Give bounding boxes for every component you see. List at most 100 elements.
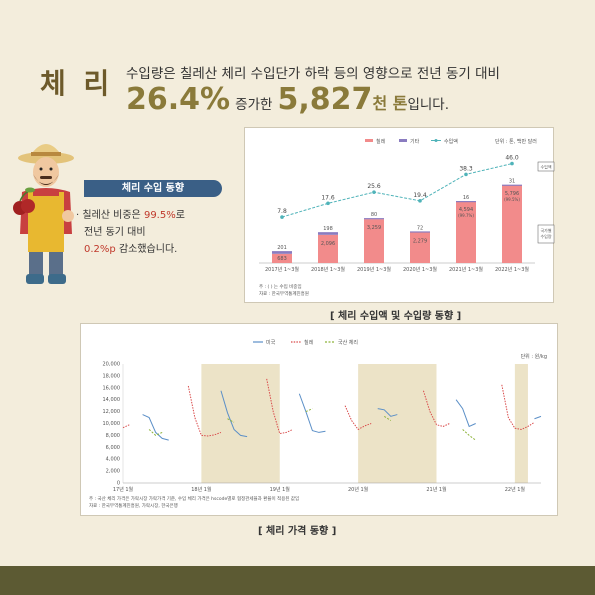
amount-value-label-0: 7.8 [277, 208, 287, 215]
share-label-4: (99.7%) [458, 213, 474, 218]
headline-line1: 수입량은 칠레산 체리 수입단가 하락 등의 영향으로 전년 동기 대비 [126, 66, 500, 82]
price-legend-label-1: 칠레 [304, 339, 314, 346]
series-1-segment-2 [266, 378, 294, 435]
series-0-segment-5 [534, 415, 542, 420]
y-tick-label-6: 12,000 [103, 409, 121, 415]
callout-note: · 칠레산 비중은 99.5%로 전년 동기 대비 0.2%p 감소했습니다. [76, 207, 185, 258]
y-tick-label-10: 20,000 [103, 362, 121, 368]
other-value-label-0: 201 [277, 245, 287, 251]
chile-value-label-5: 5,796 [505, 191, 519, 197]
import-chart-panel: 칠레 기타 수입액 단위 : 톤, 백만 달러 2017년 1~3월 683 201 2018… [244, 127, 555, 303]
series-2-segment-0 [148, 429, 163, 436]
series-0-segment-2 [298, 393, 326, 433]
price-legend-label-2: 국산 체리 [338, 339, 358, 346]
side-label-0: 수입액 [540, 164, 551, 170]
x-tick-label-4: 2021년 1~3월 [449, 266, 483, 273]
y-tick-label-8: 16,000 [103, 385, 121, 391]
x-tick-label-3: 2020년 1~3월 [403, 266, 437, 273]
legend-label-2: 수입액 [444, 138, 458, 145]
callout-badge: 체리 수입 동향 [84, 180, 222, 197]
y-tick-label-2: 4,000 [106, 457, 120, 463]
bar-other-1 [318, 232, 338, 235]
shaded-period-1 [358, 364, 437, 483]
amount-point-1 [326, 201, 330, 206]
amount-value-label-3: 19.4 [413, 192, 427, 199]
x-tick-label-0: 2017년 1~3월 [265, 266, 299, 273]
amount-value-label-5: 46.0 [505, 155, 519, 162]
side-label-1a: 국가별 [540, 227, 551, 233]
x-tick-label-4: 21년 1월 [426, 486, 447, 493]
y-tick-label-4: 8,000 [106, 433, 120, 439]
y-tick-label-9: 18,000 [103, 373, 121, 379]
x-tick-label-1: 2018년 1~3월 [311, 266, 345, 273]
series-2-segment-2 [305, 408, 313, 413]
legend-swatch-0 [365, 139, 373, 142]
series-2-segment-4 [462, 429, 476, 441]
shaded-period-0 [201, 364, 280, 483]
chile-value-label-0: 683 [277, 256, 287, 262]
series-0-segment-3 [377, 408, 398, 417]
note-0: 주 : ( ) 는 수입 비중임 [259, 283, 302, 290]
callout-line3-value: 0.2%p [84, 244, 116, 255]
price-note-1: 자료 : 한국무역통계진흥원, 가락시장, 한국은행 [89, 502, 178, 509]
chile-value-label-4: 4,594 [459, 207, 473, 213]
amount-point-5 [510, 161, 514, 166]
x-tick-label-5: 22년 1월 [505, 486, 526, 493]
price-legend-label-0: 미국 [266, 339, 276, 346]
chile-value-label-3: 2,279 [413, 238, 427, 244]
amount-value-label-2: 25.6 [367, 183, 381, 190]
bar-other-5 [502, 184, 522, 186]
series-1-segment-4 [422, 390, 450, 428]
unit-note: 단위 : 톤, 백만 달러 [495, 138, 537, 145]
share-label-5: (99.5%) [504, 197, 520, 202]
legend-label-1: 기타 [410, 138, 420, 145]
series-2-segment-1 [227, 418, 235, 423]
x-tick-label-1: 18년 1월 [191, 486, 212, 493]
note-1: 자료 : 한국무역통계진흥원 [259, 290, 309, 297]
headline-line2: 26.4% 증가한 5,827천 톤입니다. [126, 82, 449, 117]
page-title: 체 리 [40, 67, 114, 100]
series-1-segment-1 [187, 385, 222, 437]
headline-percent-suffix: 증가한 [235, 97, 273, 113]
callout-bullet: · [76, 210, 80, 221]
series-0-segment-0 [142, 414, 169, 441]
other-value-label-3: 72 [417, 225, 423, 231]
bar-other-0 [272, 251, 292, 254]
headline-percent: 26.4% [126, 82, 231, 117]
y-tick-label-7: 14,000 [103, 397, 121, 403]
y-tick-label-1: 2,000 [106, 469, 120, 475]
farmer-illustration [13, 144, 74, 284]
bar-chile-1 [318, 234, 338, 263]
side-label-box-0 [537, 161, 555, 172]
chile-value-label-1: 2,096 [321, 241, 335, 247]
side-label-box-1 [537, 224, 555, 244]
callout-line1-value: 99.5% [143, 210, 176, 221]
amount-value-label-1: 17.6 [321, 194, 335, 201]
legend-label-0: 칠레 [376, 138, 386, 145]
legend-marker-2 [434, 139, 438, 142]
callout-line3-suffix: 감소했습니다. [118, 244, 178, 255]
shaded-period-2 [514, 364, 528, 483]
series-0-segment-1 [220, 390, 248, 438]
headline-amount-unit: 천 톤 [372, 94, 408, 113]
chile-value-label-2: 3,259 [367, 225, 381, 231]
callout-line1: · 칠레산 비중은 99.5%로 [76, 207, 185, 224]
other-value-label-4: 16 [463, 195, 469, 201]
callout-line1-prefix: 칠레산 비중은 [82, 210, 141, 221]
headline-amount-suffix: 입니다. [407, 97, 450, 113]
series-1-segment-0 [122, 424, 130, 429]
price-chart-caption: [ 체리 가격 동향 ] [258, 526, 337, 537]
x-tick-label-5: 2022년 1~3월 [495, 266, 529, 273]
other-value-label-5: 31 [509, 179, 515, 185]
y-tick-label-3: 6,000 [106, 445, 120, 451]
amount-point-0 [280, 215, 284, 219]
callout-line1-suffix: 로 [175, 210, 185, 221]
bar-chile-0 [272, 253, 292, 263]
price-unit-note: 단위 : 원/kg [521, 353, 547, 360]
price-chart-svg: 0 2,000 4,000 6,000 8,000 10,000 12,000 14,000 1… [89, 339, 547, 509]
y-tick-label-0: 0 [117, 481, 120, 487]
footer-band [0, 566, 595, 595]
y-tick-label-5: 10,000 [103, 421, 121, 427]
bar-other-2 [364, 218, 384, 220]
callout-line2: 전년 동기 대비 [84, 227, 146, 238]
